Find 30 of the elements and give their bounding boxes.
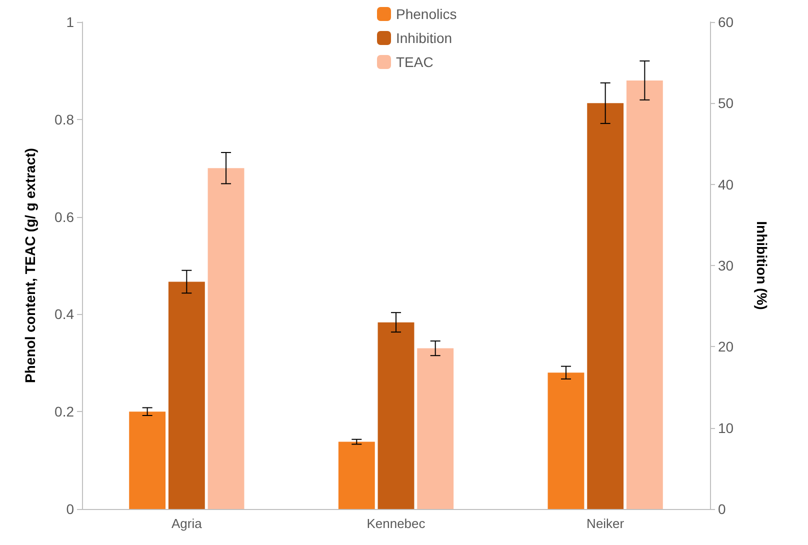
y2-tick-label: 30 xyxy=(718,258,734,274)
y2-tick-label: 50 xyxy=(718,95,734,112)
bar xyxy=(208,168,244,509)
x-tick-label: Neiker xyxy=(586,516,625,531)
y2-tick-label: 40 xyxy=(718,176,734,192)
y-tick-label: 0.4 xyxy=(54,306,74,322)
bar xyxy=(587,103,624,509)
bar xyxy=(626,80,663,509)
bar xyxy=(168,282,205,509)
bar xyxy=(129,412,166,509)
y2-tick-label: 20 xyxy=(718,338,734,355)
bar xyxy=(417,348,454,509)
y2-tick-label: 60 xyxy=(718,14,734,30)
y2-axis-title: Inhibition (%) xyxy=(754,221,770,310)
y-axis-title: Phenol content, TEAC (g/ g extract) xyxy=(22,148,38,383)
y2-tick-label: 0 xyxy=(718,501,726,517)
bar xyxy=(548,372,584,509)
y-tick-label: 1 xyxy=(66,14,74,30)
y2-tick-label: 10 xyxy=(718,420,734,436)
bar xyxy=(378,322,414,509)
y-tick-label: 0 xyxy=(66,501,74,517)
legend-label: TEAC xyxy=(396,54,434,70)
legend-label: Phenolics xyxy=(396,6,457,22)
bar xyxy=(338,442,375,509)
y-tick-label: 0.6 xyxy=(54,208,74,225)
x-tick-label: Kennebec xyxy=(366,516,426,531)
legend-label: Inhibition xyxy=(396,30,452,46)
x-tick-label: Agria xyxy=(171,516,203,531)
y-tick-label: 0.8 xyxy=(54,111,74,128)
y-tick-label: 0.2 xyxy=(54,404,74,420)
